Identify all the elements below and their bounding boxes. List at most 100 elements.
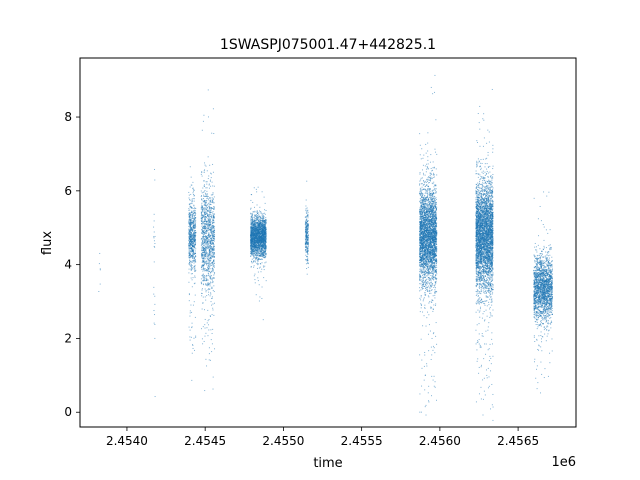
data-point <box>205 230 207 232</box>
data-point <box>202 296 204 298</box>
data-point <box>192 208 194 210</box>
data-point <box>250 251 252 253</box>
data-point <box>206 237 208 239</box>
data-point <box>259 242 261 244</box>
data-point <box>202 343 204 345</box>
data-point <box>200 244 202 246</box>
data-point <box>206 242 208 244</box>
data-point <box>203 255 205 257</box>
data-point <box>192 181 194 183</box>
data-point <box>202 246 204 248</box>
data-point <box>434 203 436 205</box>
data-point <box>207 220 209 222</box>
data-point <box>191 242 193 244</box>
data-point <box>202 241 204 243</box>
data-point <box>201 222 203 224</box>
data-point <box>257 212 259 214</box>
data-point <box>252 220 254 222</box>
data-point <box>189 247 191 249</box>
data-point <box>211 261 213 263</box>
data-point <box>205 248 207 250</box>
data-point <box>264 252 266 254</box>
data-point <box>208 283 210 285</box>
data-point <box>265 241 267 243</box>
data-point <box>213 247 215 249</box>
data-point <box>209 276 211 278</box>
data-point <box>211 249 213 251</box>
data-point <box>192 237 194 239</box>
data-point <box>259 226 261 228</box>
data-point <box>250 240 252 242</box>
data-point <box>432 216 434 218</box>
data-point <box>212 246 214 248</box>
data-point <box>194 265 196 267</box>
data-point <box>307 230 309 232</box>
data-point <box>258 223 260 225</box>
data-point <box>305 240 307 242</box>
data-point <box>253 225 255 227</box>
data-point <box>250 249 252 251</box>
data-point <box>189 206 191 208</box>
data-point <box>255 217 257 219</box>
data-point <box>194 294 196 296</box>
data-point <box>208 347 210 349</box>
data-point <box>214 234 216 236</box>
data-point <box>421 268 423 270</box>
data-point <box>306 260 308 262</box>
data-point <box>262 252 264 254</box>
data-point <box>257 235 259 237</box>
data-point <box>194 241 196 243</box>
data-point <box>261 213 263 215</box>
data-point <box>259 239 261 241</box>
data-point <box>190 265 192 267</box>
data-point <box>209 246 210 248</box>
data-point <box>253 257 255 259</box>
data-point <box>201 338 203 340</box>
data-point <box>192 253 194 255</box>
data-point <box>212 163 214 165</box>
data-point <box>254 225 256 227</box>
data-point <box>213 229 215 231</box>
data-point <box>206 204 208 206</box>
data-point <box>203 242 205 244</box>
data-point <box>205 201 207 203</box>
data-point <box>202 250 204 252</box>
data-point <box>188 257 190 259</box>
data-point <box>204 223 206 225</box>
data-point <box>208 251 210 253</box>
data-point <box>250 223 252 225</box>
data-point <box>188 214 190 216</box>
data-point <box>202 270 204 272</box>
data-point <box>261 239 263 241</box>
data-point <box>201 275 203 277</box>
data-point <box>251 230 253 232</box>
data-point <box>260 242 262 244</box>
data-point <box>211 197 213 199</box>
data-point <box>193 232 195 234</box>
data-point <box>305 209 307 211</box>
data-point <box>209 285 211 287</box>
data-point <box>209 208 211 210</box>
data-point <box>209 207 211 209</box>
data-point <box>210 228 212 230</box>
data-point <box>194 215 196 217</box>
data-point <box>419 245 421 247</box>
data-point <box>189 227 191 229</box>
data-point <box>420 296 422 298</box>
data-point <box>202 257 204 259</box>
data-point <box>264 220 266 222</box>
data-point <box>201 220 203 222</box>
data-point <box>204 204 206 206</box>
data-point <box>209 277 211 279</box>
data-point <box>188 254 190 256</box>
data-point <box>208 294 210 296</box>
data-point <box>204 211 206 213</box>
data-point <box>429 177 431 179</box>
data-point <box>425 285 427 287</box>
data-point <box>255 231 257 233</box>
data-point <box>190 206 192 208</box>
data-point <box>265 280 267 282</box>
data-point <box>207 215 209 217</box>
data-point <box>154 314 156 316</box>
data-point <box>207 266 209 268</box>
